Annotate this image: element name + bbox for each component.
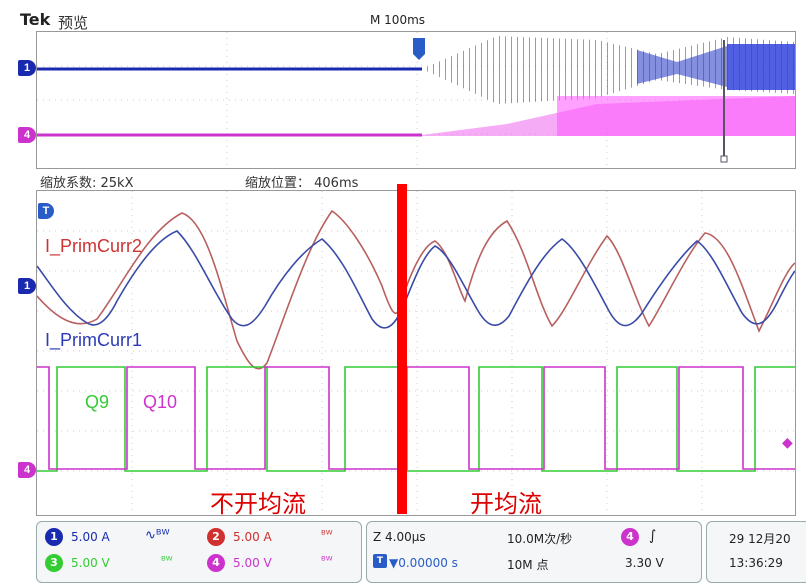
zoom-position-label: 缩放位置： 406ms <box>245 176 359 191</box>
prim-curr1-label: I_PrimCurr1 <box>45 330 143 350</box>
overview-window[interactable] <box>36 31 796 169</box>
ch3-coupling-icon: ᴮᵂ <box>161 554 173 567</box>
prim-curr1-trace <box>36 230 796 329</box>
trigger-source-badge[interactable]: 4 <box>621 528 639 546</box>
zoom-info: 缩放系数: 25kX 缩放位置： 406ms <box>40 172 740 192</box>
without-current-sharing-label: 不开均流 <box>210 490 306 518</box>
ch3-badge[interactable]: 3 <box>45 554 63 572</box>
status-bar: 1 5.00 A ∿ᴮᵂ 2 5.00 A ᴮᵂ 3 5.00 V ᴮᵂ 4 5… <box>36 519 808 586</box>
channel-settings-panel[interactable]: 1 5.00 A ∿ᴮᵂ 2 5.00 A ᴮᵂ 3 5.00 V ᴮᵂ 4 5… <box>36 521 362 583</box>
overview-waveforms <box>37 32 795 168</box>
record-length: 10M 点 <box>507 558 549 572</box>
q9-label: Q9 <box>85 392 110 412</box>
zoom-waveforms <box>36 191 796 515</box>
q9-trace <box>37 366 795 472</box>
overview-trigger-icon <box>413 38 425 60</box>
zoom-factor-label: 缩放系数: 25kX <box>40 176 134 191</box>
ch4-scale: 5.00 V <box>233 556 272 570</box>
zoom-waveform-window[interactable] <box>36 190 796 516</box>
ch1-coupling-icon: ∿ᴮᵂ <box>145 528 170 543</box>
ch4-coupling-icon: ᴮᵂ <box>321 554 333 567</box>
trigger-position-icon: T <box>373 554 387 568</box>
time-label: 13:36:29 <box>729 556 783 570</box>
trigger-slope-icon: ∫ <box>649 528 657 544</box>
zoom-ch1-marker[interactable]: 1 <box>18 278 36 294</box>
overview-ch1-band <box>422 36 795 104</box>
ch3-scale: 5.00 V <box>71 556 110 570</box>
ch1-badge[interactable]: 1 <box>45 528 63 546</box>
main-timebase-label: M 100ms <box>370 13 426 27</box>
trigger-level-arrow-icon: ◆ <box>782 434 793 450</box>
zoom-trigger-icon: T <box>38 203 54 219</box>
prim-curr2-trace <box>36 209 796 370</box>
prim-curr2-label: I_PrimCurr2 <box>45 236 143 256</box>
mode-label: 预览 <box>58 14 89 32</box>
ch1-scale: 5.00 A <box>71 530 110 544</box>
trigger-level: 3.30 V <box>625 556 664 570</box>
ch4-badge[interactable]: 4 <box>207 554 225 572</box>
comparison-divider <box>397 184 407 514</box>
overview-ch4-marker[interactable]: 4 <box>18 127 36 143</box>
trigger-position: ▼0.00000 s <box>389 556 458 570</box>
q10-trace <box>37 366 795 470</box>
zoom-grid <box>37 191 795 515</box>
ch2-scale: 5.00 A <box>233 530 272 544</box>
overview-ch1-marker[interactable]: 1 <box>18 60 36 76</box>
ch2-coupling-icon: ᴮᵂ <box>321 528 333 541</box>
zoom-ch4-marker[interactable]: 4 <box>18 462 36 478</box>
date-label: 29 12月20 <box>729 532 791 546</box>
datetime-panel: 29 12月20 13:36:29 <box>706 521 806 583</box>
ch2-badge[interactable]: 2 <box>207 528 225 546</box>
brand-logo: Tek <box>20 10 51 29</box>
timebase-panel[interactable]: Z 4.00μs T ▼0.00000 s 10.0M次/秒 10M 点 4 ∫… <box>366 521 702 583</box>
q10-label: Q10 <box>143 392 178 412</box>
zoom-scale: Z 4.00μs <box>373 530 426 544</box>
sample-rate: 10.0M次/秒 <box>507 532 573 546</box>
with-current-sharing-label: 开均流 <box>470 490 542 518</box>
